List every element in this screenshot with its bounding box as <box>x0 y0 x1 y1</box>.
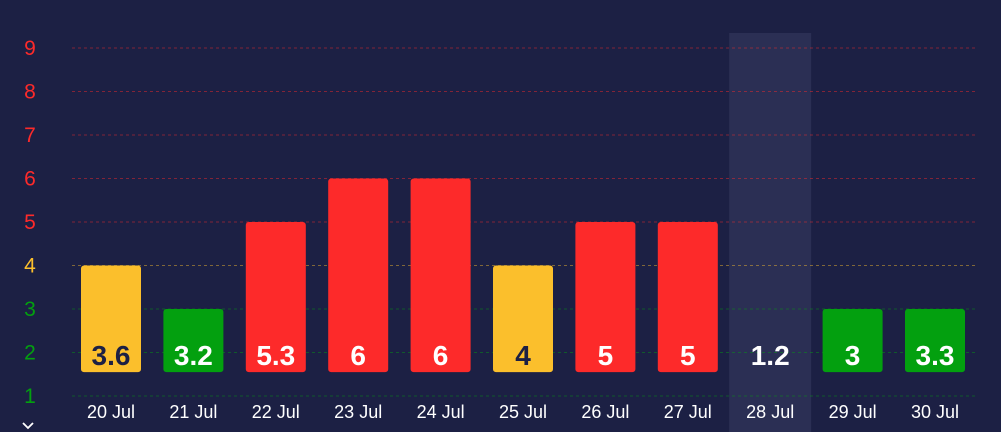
bars[interactable] <box>81 178 965 373</box>
x-tick-label: 24 Jul <box>417 402 465 422</box>
y-axis: 1 2 3 4 5 6 7 8 9 <box>24 37 36 408</box>
bar-value-label: 3 <box>845 340 861 371</box>
y-tick-label: 6 <box>24 168 36 191</box>
y-tick-label: 2 <box>24 342 36 365</box>
y-tick-label: 8 <box>24 81 36 104</box>
bar[interactable] <box>493 265 553 373</box>
bar-value-label: 5 <box>598 340 614 371</box>
bar-value-label: 3.6 <box>92 340 131 371</box>
bar[interactable] <box>245 222 306 373</box>
bar[interactable] <box>163 309 224 373</box>
bar[interactable] <box>81 265 141 373</box>
y-tick-label: 1 <box>24 385 36 408</box>
bar[interactable] <box>575 222 636 373</box>
x-tick-label: 26 Jul <box>581 402 629 422</box>
bar-value-label: 1.2 <box>751 340 790 371</box>
y-tick-label: 9 <box>24 37 36 60</box>
x-tick-label: 25 Jul <box>499 402 547 422</box>
x-tick-label: 22 Jul <box>252 402 300 422</box>
x-tick-label: 21 Jul <box>169 402 217 422</box>
x-axis: 20 Jul 21 Jul 22 Jul 23 Jul 24 Jul 25 Jul 26 J… <box>87 402 959 422</box>
bar-value-label: 4 <box>515 340 531 371</box>
bar[interactable] <box>328 178 389 373</box>
highlight-layer <box>729 33 812 432</box>
chevron-down-icon[interactable] <box>22 420 34 432</box>
bar[interactable] <box>410 178 471 373</box>
bar-value-label: 6 <box>350 340 366 371</box>
x-tick-label: 27 Jul <box>664 402 712 422</box>
y-tick-label: 7 <box>24 124 36 147</box>
bar-value-label: 5 <box>680 340 696 371</box>
highlight-band <box>729 33 812 432</box>
bar[interactable] <box>657 222 718 373</box>
x-tick-label: 29 Jul <box>829 402 877 422</box>
y-tick-label: 3 <box>24 298 36 321</box>
bar-value-label: 3.2 <box>174 340 213 371</box>
y-tick-label: 4 <box>24 255 36 278</box>
bar-value-label: 6 <box>433 340 449 371</box>
x-tick-label: 28 Jul <box>746 402 794 422</box>
bar-value-label: 5.3 <box>256 340 295 371</box>
bar[interactable] <box>905 309 965 373</box>
bar-value-labels: 3.6 3.2 5.3 6 6 4 5 5 1.2 3 3.3 <box>92 340 955 371</box>
bar-value-label: 3.3 <box>916 340 955 371</box>
y-tick-label: 5 <box>24 211 36 234</box>
x-tick-label: 30 Jul <box>911 402 959 422</box>
bar[interactable] <box>822 309 883 373</box>
x-tick-label: 23 Jul <box>334 402 382 422</box>
x-tick-label: 20 Jul <box>87 402 135 422</box>
